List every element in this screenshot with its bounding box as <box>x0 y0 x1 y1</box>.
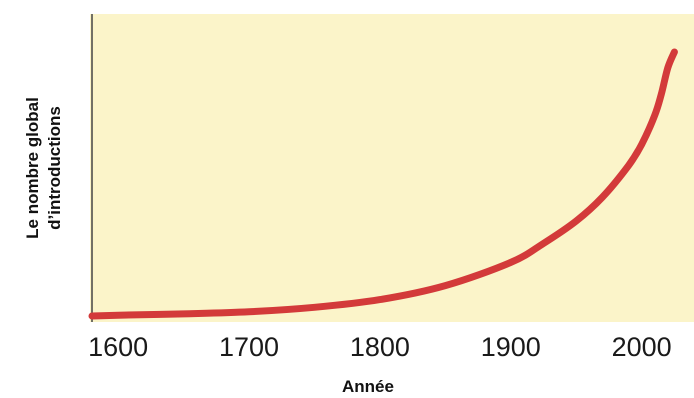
x-tick-label-2000: 2000 <box>612 332 672 362</box>
y-axis-title: Le nombre global d’introductions <box>23 97 64 239</box>
x-tick-label-1900: 1900 <box>481 332 541 362</box>
x-tick-label-1800: 1800 <box>350 332 410 362</box>
series-line <box>88 48 678 320</box>
x-tick-label-1700: 1700 <box>219 332 279 362</box>
x-axis-title: Année <box>342 377 394 396</box>
y-axis-title-line-1: Le nombre global <box>23 97 42 239</box>
x-tick-label-1600: 1600 <box>88 332 148 362</box>
x-tick-labels: 1600 1700 1800 1900 2000 <box>88 332 672 362</box>
y-axis-title-line-2: d’introductions <box>45 106 64 230</box>
plot-background <box>90 14 694 322</box>
